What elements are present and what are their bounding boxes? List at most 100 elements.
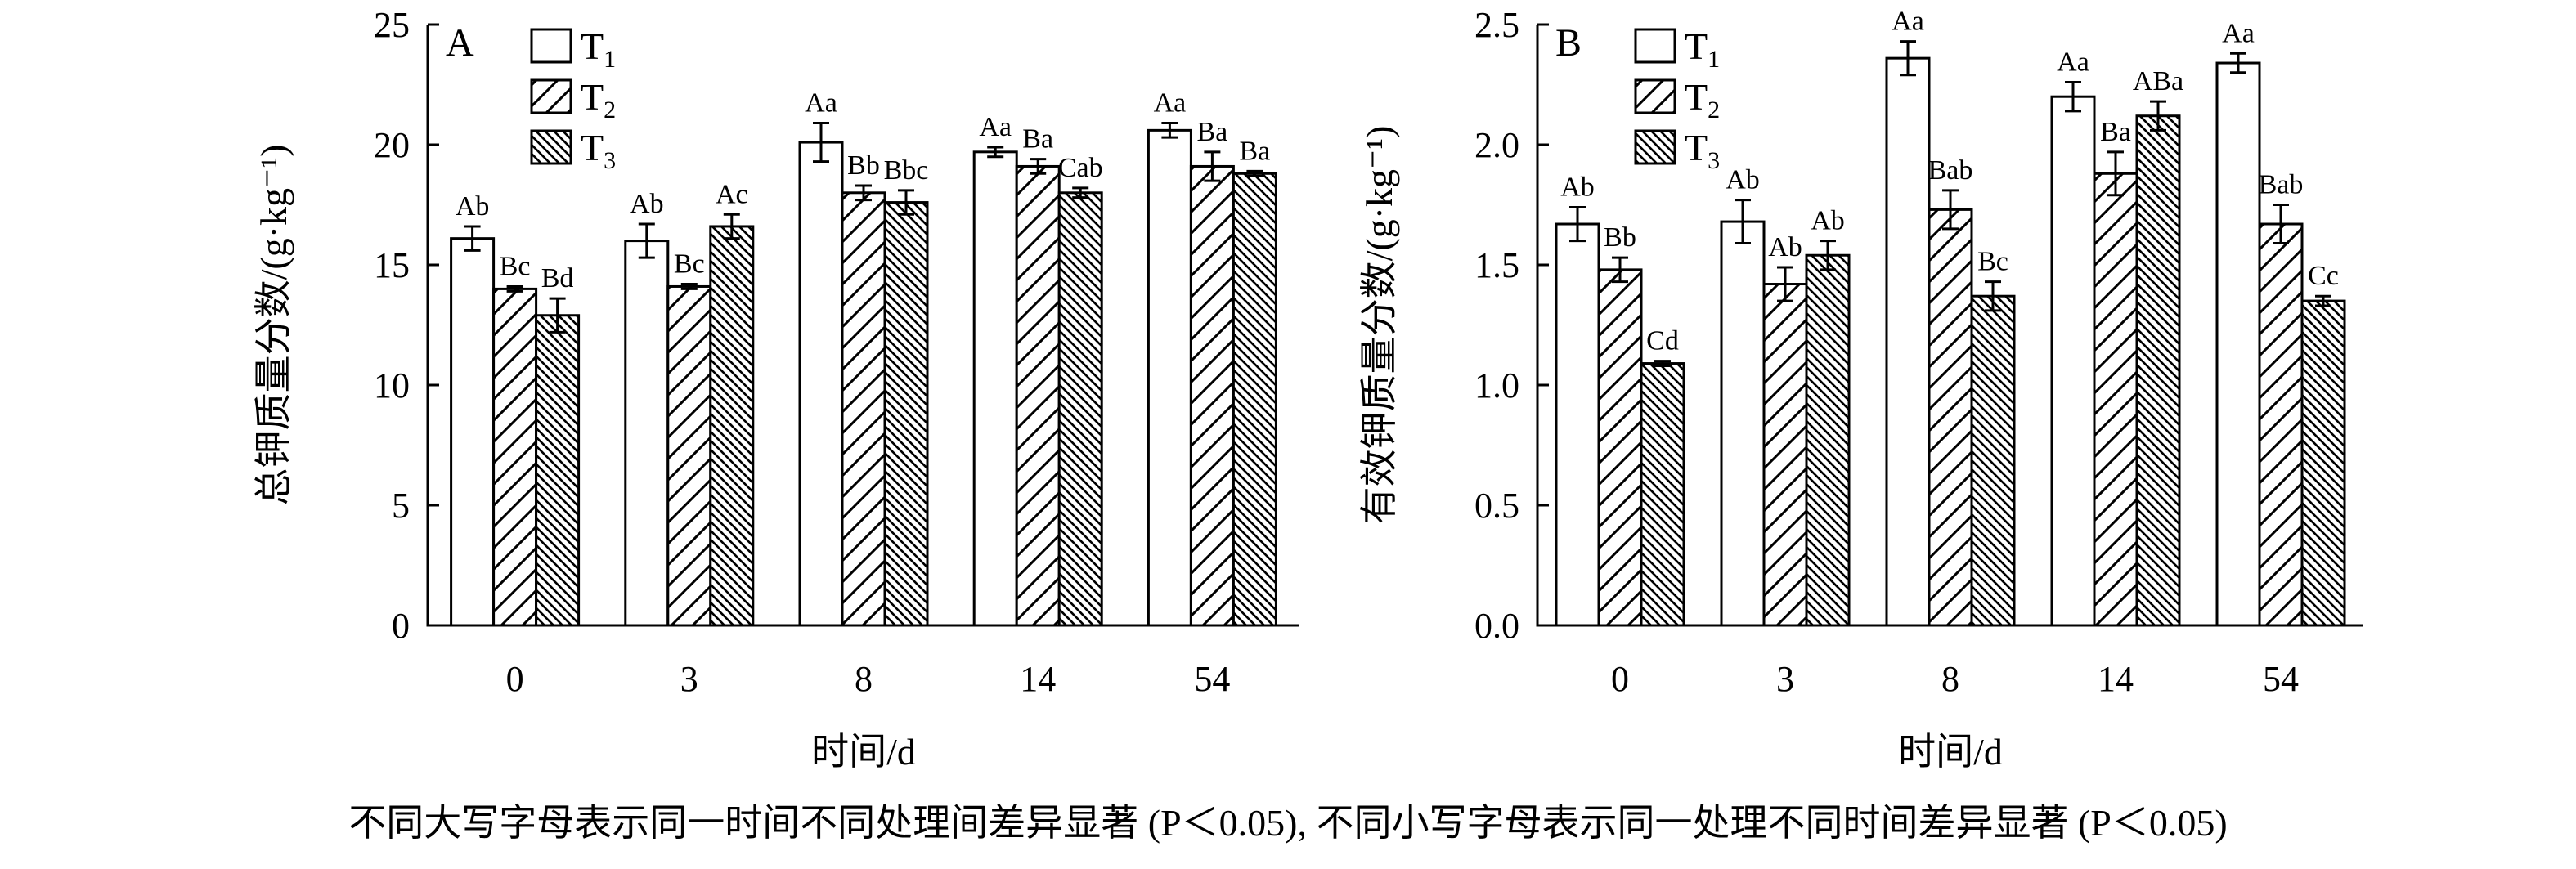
significance-label: Aa <box>1154 88 1187 119</box>
x-tick-label: 3 <box>1776 659 1794 699</box>
significance-label: Ba <box>1240 136 1271 166</box>
bar-t1 <box>972 150 1018 627</box>
error-bar <box>638 222 655 259</box>
error-bar <box>1900 40 1916 77</box>
bar-t3 <box>1232 172 1277 627</box>
significance-label: Cab <box>1058 153 1103 183</box>
error-bar <box>1569 205 1586 243</box>
legend-swatch <box>530 78 572 114</box>
legend-subscript: 3 <box>1708 147 1720 174</box>
bar-t2 <box>2258 222 2304 627</box>
bar-t3 <box>2135 114 2181 627</box>
bar-t2 <box>2093 172 2138 627</box>
legend-subscript: 3 <box>604 147 616 174</box>
legend-label: T2 <box>1685 76 1720 123</box>
significance-label: Bb <box>847 150 880 181</box>
bar-t1 <box>450 237 496 627</box>
error-bar <box>2107 150 2124 197</box>
error-bar <box>1654 360 1671 367</box>
x-tick-label: 0 <box>1611 659 1629 699</box>
error-bar <box>2273 204 2289 245</box>
figure-caption: 不同大写字母表示同一时间不同处理间差异显著 (P＜0.05), 不同小写字母表示… <box>348 802 2228 844</box>
significance-label: Bc <box>1977 247 2008 277</box>
y-tick-label: 0.0 <box>1474 606 1519 646</box>
error-bar <box>549 297 566 334</box>
error-bar <box>1612 256 1628 284</box>
x-tick-label: 3 <box>680 659 698 699</box>
legend-swatch <box>1634 78 1676 114</box>
significance-label: Bab <box>2259 170 2304 200</box>
significance-label: Ab <box>630 189 664 219</box>
error-bar <box>2230 52 2246 74</box>
significance-label: Cd <box>1646 326 1679 356</box>
bar-t2 <box>666 284 712 627</box>
panel-letter: A <box>446 21 474 65</box>
bar-t2 <box>1597 268 1643 627</box>
bar-t3 <box>1057 191 1103 627</box>
bar-t3 <box>2300 299 2346 627</box>
error-bar <box>1246 169 1263 177</box>
significance-label: Ac <box>716 179 748 209</box>
panel-letter: B <box>1555 21 1582 65</box>
significance-label: Bab <box>1928 155 1973 186</box>
x-tick-label: 8 <box>855 659 873 699</box>
significance-label: Ab <box>1768 232 1802 262</box>
bar-t3 <box>1970 294 2016 627</box>
error-bar <box>506 284 523 293</box>
significance-label: Aa <box>1892 7 1924 37</box>
significance-label: Bd <box>541 263 574 293</box>
x-tick-label: 0 <box>506 659 524 699</box>
bar-t1 <box>1147 128 1192 627</box>
significance-label: Aa <box>2057 47 2089 78</box>
legend-swatch <box>1634 129 1676 165</box>
error-bar <box>1030 158 1047 175</box>
bar-t2 <box>841 191 886 627</box>
bar-t2 <box>1015 164 1061 627</box>
error-bar <box>898 189 914 216</box>
y-tick-label: 0.5 <box>1474 486 1519 526</box>
y-tick-label: 5 <box>392 486 410 526</box>
error-bar <box>464 225 481 252</box>
error-bar <box>723 213 740 240</box>
legend-swatch <box>530 129 572 165</box>
error-bar <box>1820 240 1836 271</box>
legend-subscript: 2 <box>1708 96 1720 123</box>
legend-label: T3 <box>1685 127 1720 174</box>
error-bar <box>2315 294 2331 307</box>
y-tick-label: 2.5 <box>1474 5 1519 45</box>
legend-subscript: 1 <box>1708 46 1720 73</box>
error-bar <box>1735 199 1751 245</box>
significance-label: Ab <box>1560 172 1595 202</box>
x-axis-title: 时间/d <box>1898 731 2003 773</box>
bar-t1 <box>624 240 670 627</box>
error-bar <box>2150 100 2166 132</box>
bar-t1 <box>1555 222 1600 627</box>
y-tick-label: 10 <box>374 365 410 405</box>
bar-t2 <box>1189 164 1235 627</box>
legend-label: T2 <box>581 76 616 123</box>
bar-t1 <box>2050 95 2096 627</box>
x-tick-label: 8 <box>1941 659 1959 699</box>
legend-swatch <box>1634 28 1676 64</box>
x-tick-label: 54 <box>1194 659 1230 699</box>
x-tick-label: 54 <box>2263 659 2299 699</box>
bar-t3 <box>1805 253 1851 627</box>
x-tick-label: 14 <box>2098 659 2134 699</box>
x-tick-label: 14 <box>1020 659 1056 699</box>
bar-t1 <box>2215 61 2261 627</box>
legend-label: T1 <box>581 25 616 73</box>
y-tick-label: 25 <box>374 5 410 45</box>
significance-label: Bbc <box>884 155 929 186</box>
y-tick-label: 2.0 <box>1474 125 1519 165</box>
error-bar <box>855 184 872 202</box>
error-bar <box>813 122 829 163</box>
error-bar <box>1161 122 1178 139</box>
error-bar <box>2065 81 2081 113</box>
y-tick-label: 1.5 <box>1474 245 1519 285</box>
significance-label: ABa <box>2133 66 2183 96</box>
bar-t2 <box>1762 283 1808 627</box>
significance-label: Bc <box>674 249 705 280</box>
significance-label: Aa <box>2222 18 2255 48</box>
